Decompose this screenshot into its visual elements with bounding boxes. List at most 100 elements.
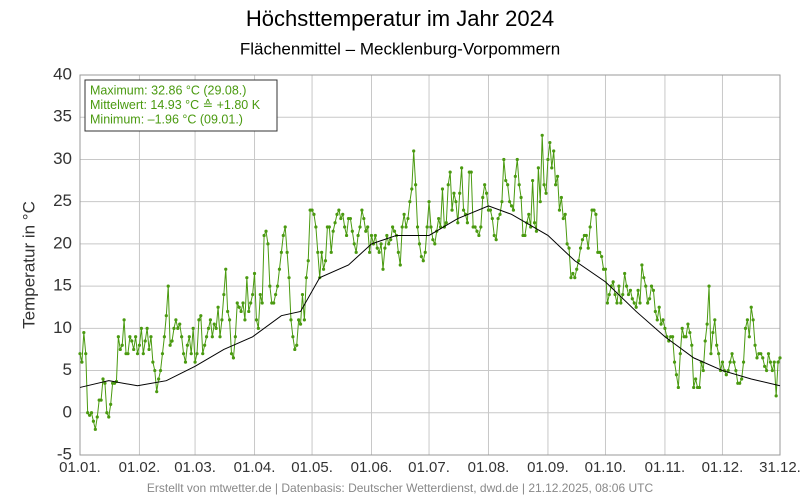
data-point xyxy=(684,335,688,339)
data-point xyxy=(456,221,460,225)
data-point xyxy=(772,360,776,364)
data-point xyxy=(335,212,339,216)
data-point xyxy=(135,352,140,356)
data-point xyxy=(331,229,335,233)
data-point xyxy=(519,195,523,200)
x-tick-label: 01.06. xyxy=(351,459,393,476)
data-point xyxy=(611,280,615,284)
data-point xyxy=(509,204,514,208)
data-point xyxy=(258,292,262,297)
data-point xyxy=(275,284,280,288)
data-point xyxy=(532,221,537,225)
data-point xyxy=(375,246,379,250)
data-point xyxy=(143,339,147,343)
data-point xyxy=(352,242,356,246)
data-point xyxy=(364,229,368,233)
chart-title: Höchsttemperatur im Jahr 2024 xyxy=(246,6,554,31)
data-point xyxy=(477,233,481,238)
data-point xyxy=(109,402,113,406)
data-point xyxy=(513,174,517,178)
data-point xyxy=(638,301,642,305)
data-point xyxy=(185,343,189,347)
data-point xyxy=(647,297,652,301)
data-point xyxy=(626,292,631,297)
data-point xyxy=(676,385,680,390)
data-point xyxy=(277,267,282,271)
data-point xyxy=(494,238,498,242)
data-point xyxy=(694,377,698,381)
data-point xyxy=(300,292,305,297)
data-point xyxy=(410,187,414,191)
data-point xyxy=(128,335,132,339)
data-point xyxy=(448,170,452,174)
data-point xyxy=(187,335,191,339)
data-point xyxy=(197,318,201,322)
data-point xyxy=(389,238,393,242)
data-point xyxy=(425,225,429,229)
data-point xyxy=(181,352,186,356)
data-point xyxy=(617,284,621,288)
info-box xyxy=(84,79,278,132)
data-point xyxy=(310,208,314,212)
data-point xyxy=(118,347,122,352)
data-point xyxy=(254,318,259,322)
data-point xyxy=(774,394,778,398)
data-point xyxy=(157,377,161,381)
data-point xyxy=(201,352,205,356)
data-point xyxy=(101,377,105,381)
data-point xyxy=(720,360,725,364)
data-point xyxy=(333,221,337,225)
data-point xyxy=(312,212,316,216)
data-point xyxy=(339,216,343,221)
x-tick-label: 01.10. xyxy=(585,459,627,476)
data-point xyxy=(726,368,730,373)
data-point xyxy=(755,356,759,360)
data-point xyxy=(766,352,771,356)
data-point xyxy=(717,352,721,356)
data-point xyxy=(206,326,211,330)
data-point xyxy=(469,170,473,174)
data-point xyxy=(272,301,276,305)
data-point xyxy=(517,183,521,187)
data-point xyxy=(433,242,437,246)
data-point xyxy=(688,330,692,335)
data-point xyxy=(266,242,270,246)
data-point xyxy=(132,347,136,352)
data-point xyxy=(743,326,748,330)
data-point xyxy=(231,356,236,360)
data-point xyxy=(544,191,548,195)
data-point xyxy=(237,305,241,309)
data-point xyxy=(348,216,353,221)
x-tick-label: 01.01. xyxy=(59,459,101,476)
data-point xyxy=(139,326,143,330)
data-point xyxy=(298,322,303,326)
data-point xyxy=(594,212,598,216)
data-point xyxy=(496,216,500,221)
data-point xyxy=(360,208,364,212)
x-tick-label: 01.12. xyxy=(702,459,744,476)
data-point xyxy=(423,250,427,254)
data-point xyxy=(580,238,585,242)
data-point xyxy=(465,221,469,225)
y-tick-label: 5 xyxy=(63,360,72,379)
data-point xyxy=(552,149,556,153)
data-point xyxy=(640,263,644,267)
data-point xyxy=(651,288,656,292)
data-point xyxy=(122,318,126,322)
data-point xyxy=(226,309,230,314)
x-tick-label: 01.09. xyxy=(527,459,569,476)
data-point xyxy=(507,200,512,204)
data-point xyxy=(297,318,301,322)
data-point xyxy=(404,225,408,229)
data-point xyxy=(387,242,391,246)
data-point xyxy=(268,284,272,288)
data-point xyxy=(498,212,502,216)
data-point xyxy=(260,301,264,305)
data-point xyxy=(287,276,291,280)
data-point xyxy=(446,183,450,187)
data-point xyxy=(379,242,383,246)
data-point xyxy=(483,183,487,187)
data-point xyxy=(680,326,684,330)
data-point xyxy=(191,326,195,330)
data-point xyxy=(569,276,573,280)
